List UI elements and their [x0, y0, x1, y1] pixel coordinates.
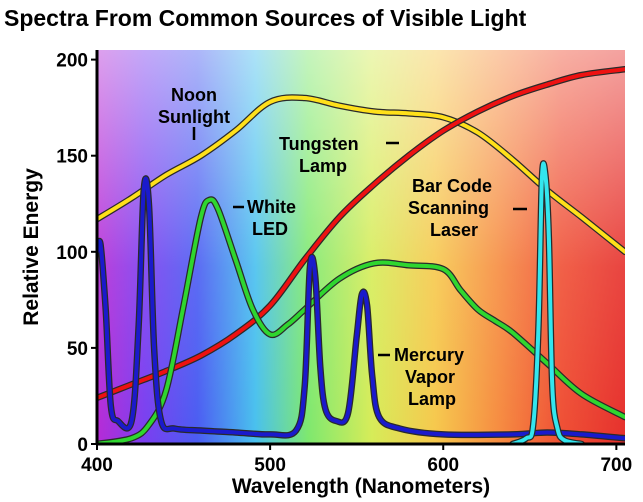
axes [95, 50, 625, 446]
x-tick-label-500: 500 [254, 455, 286, 476]
label-mercury-vapor-lamp-line-2: Vapor [405, 367, 455, 387]
y-tick-label-150: 150 [56, 147, 88, 168]
label-tungsten-lamp-line-2: Lamp [299, 156, 347, 176]
x-tick-label-600: 600 [427, 455, 459, 476]
y-tick-label-200: 200 [56, 51, 88, 72]
label-bar-code-laser-line-3: Laser [430, 220, 478, 240]
x-tick-label-700: 700 [600, 455, 632, 476]
series-line-mercury-vapor-lamp [97, 176, 625, 441]
label-bar-code-laser-line-2: Scanning [408, 198, 489, 218]
label-mercury-vapor-lamp-line-3: Lamp [408, 389, 456, 409]
series-line-white-led [97, 197, 625, 444]
label-white-led-line-1: White [247, 197, 296, 217]
label-noon-sunlight-line-1: Noon [171, 85, 217, 105]
series-line-bar-code-scanning-laser [510, 161, 584, 444]
label-noon-sunlight-line-2: Sunlight [158, 107, 230, 127]
x-tick-label-400: 400 [81, 455, 113, 476]
chart-title: Spectra From Common Sources of Visible L… [4, 5, 527, 31]
series-line-noon-sunlight [97, 95, 625, 254]
label-tungsten-lamp: Tungsten Lamp [279, 134, 399, 176]
series-layer [97, 65, 625, 444]
series-line-tungsten-lamp [97, 67, 625, 400]
y-tick-label-100: 100 [56, 243, 88, 264]
y-tick-label-0: 0 [77, 435, 88, 456]
label-white-led-line-2: LED [252, 219, 288, 239]
x-axis-label: Wavelength (Nanometers) [232, 475, 490, 498]
label-white-led: White LED [233, 197, 296, 239]
label-mercury-vapor-lamp: Mercury Vapor Lamp [378, 345, 464, 409]
label-bar-code-laser-line-1: Bar Code [412, 176, 492, 196]
label-mercury-vapor-lamp-line-1: Mercury [394, 345, 464, 365]
label-noon-sunlight: Noon Sunlight [158, 85, 230, 140]
label-bar-code-laser: Bar Code Scanning Laser [408, 176, 527, 240]
label-tungsten-lamp-line-1: Tungsten [279, 134, 359, 154]
y-tick-label-50: 50 [67, 339, 88, 360]
tick-layer: 400 500 600 700 0 50 100 150 200 [56, 51, 632, 476]
y-axis-label: Relative Energy [20, 168, 43, 326]
